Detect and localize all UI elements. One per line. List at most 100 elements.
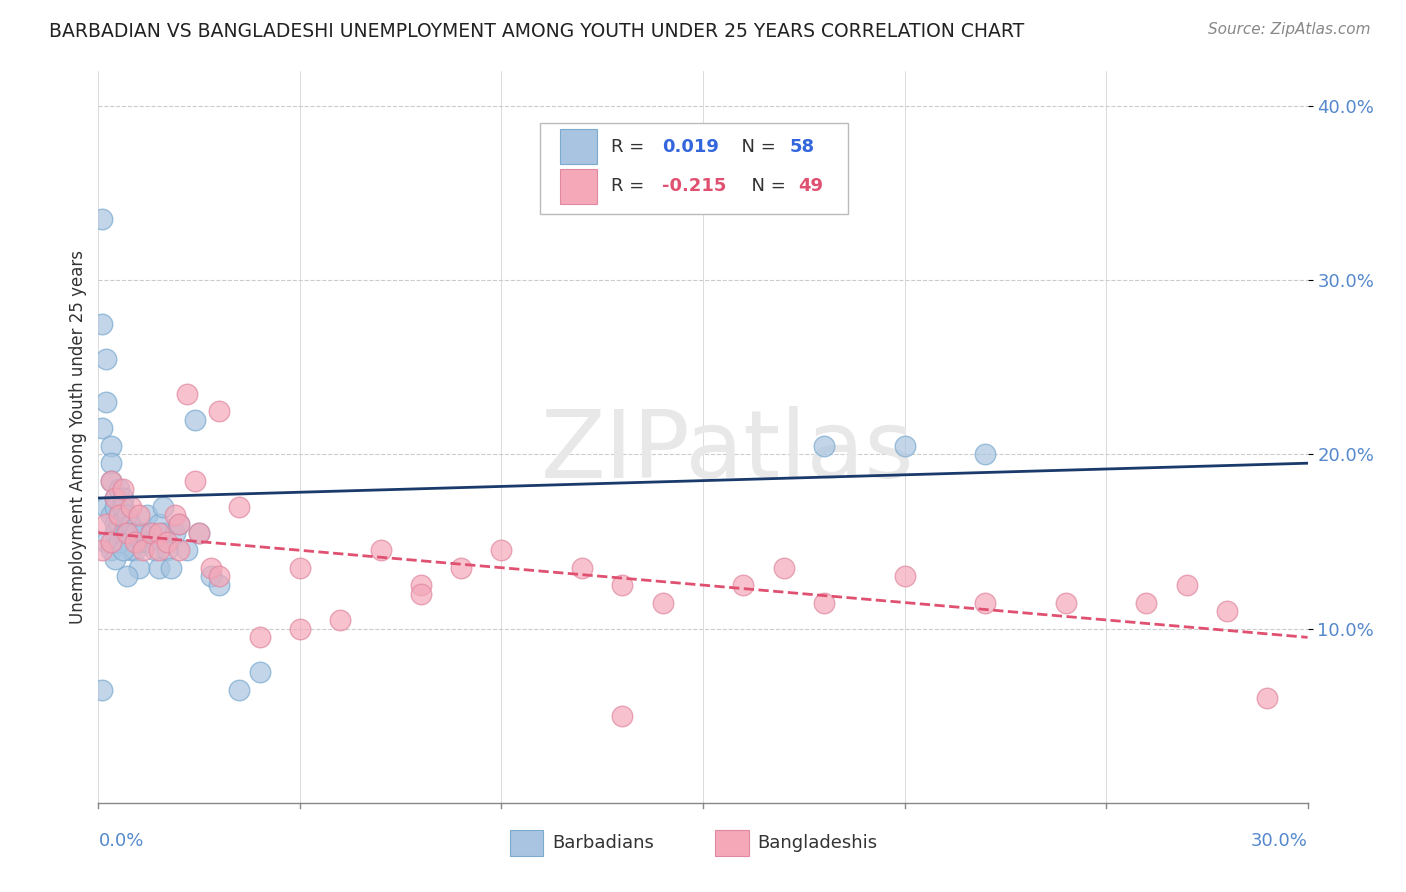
Barbadians <box>100 456 122 470</box>
Bangladeshis <box>208 404 231 418</box>
Bangladeshis <box>115 525 138 540</box>
Barbadians <box>100 474 122 488</box>
Barbadians <box>103 525 125 540</box>
Bangladeshis <box>176 386 198 401</box>
Barbadians <box>124 543 146 558</box>
Barbadians <box>107 517 129 532</box>
Bangladeshis <box>100 534 122 549</box>
Bangladeshis <box>1054 595 1077 609</box>
Barbadians <box>96 351 118 366</box>
Barbadians <box>107 483 129 497</box>
Bangladeshis <box>103 491 125 505</box>
Bangladeshis <box>128 508 150 523</box>
Bangladeshis <box>188 525 211 540</box>
Bangladeshis <box>772 560 794 574</box>
Barbadians <box>188 525 211 540</box>
Text: N =: N = <box>730 137 782 156</box>
Bangladeshis <box>139 525 162 540</box>
Barbadians <box>249 665 271 680</box>
Barbadians <box>91 317 114 331</box>
Bangladeshis <box>974 595 997 609</box>
Bangladeshis <box>167 517 190 532</box>
Barbadians <box>160 560 183 574</box>
Bangladeshis <box>208 569 231 583</box>
Barbadians <box>107 508 129 523</box>
Bangladeshis <box>733 578 755 592</box>
Bangladeshis <box>163 508 186 523</box>
Bar <box>561 169 596 203</box>
Text: -0.215: -0.215 <box>662 178 727 195</box>
Barbadians <box>103 552 125 566</box>
Bangladeshis <box>571 560 593 574</box>
Barbadians <box>124 525 146 540</box>
Barbadians <box>163 525 186 540</box>
Bangladeshis <box>96 517 118 532</box>
Barbadians <box>143 543 166 558</box>
Barbadians <box>100 543 122 558</box>
Text: R =: R = <box>612 178 650 195</box>
Barbadians <box>100 439 122 453</box>
Text: 58: 58 <box>790 137 815 156</box>
Barbadians <box>228 682 250 697</box>
Bangladeshis <box>120 500 142 514</box>
Bangladeshis <box>100 474 122 488</box>
Text: Source: ZipAtlas.com: Source: ZipAtlas.com <box>1208 22 1371 37</box>
Bangladeshis <box>91 543 114 558</box>
Barbadians <box>96 395 118 409</box>
Bangladeshis <box>107 508 129 523</box>
Bangladeshis <box>228 500 250 514</box>
Text: Bangladeshis: Bangladeshis <box>758 834 877 852</box>
Barbadians <box>148 560 170 574</box>
Barbadians <box>115 525 138 540</box>
Bangladeshis <box>167 543 190 558</box>
Barbadians <box>148 517 170 532</box>
Barbadians <box>176 543 198 558</box>
Barbadians <box>111 525 134 540</box>
Text: 30.0%: 30.0% <box>1251 832 1308 850</box>
Bangladeshis <box>409 578 432 592</box>
Bangladeshis <box>1135 595 1157 609</box>
Barbadians <box>200 569 222 583</box>
Bangladeshis <box>813 595 835 609</box>
Bangladeshis <box>132 543 155 558</box>
Text: Barbadians: Barbadians <box>551 834 654 852</box>
Bangladeshis <box>612 578 634 592</box>
Y-axis label: Unemployment Among Youth under 25 years: Unemployment Among Youth under 25 years <box>69 250 87 624</box>
Barbadians <box>111 543 134 558</box>
Bangladeshis <box>450 560 472 574</box>
Barbadians <box>135 534 157 549</box>
Bangladeshis <box>1175 578 1198 592</box>
Barbadians <box>128 560 150 574</box>
Barbadians <box>91 212 114 227</box>
Barbadians <box>103 500 125 514</box>
Bangladeshis <box>249 631 271 645</box>
Barbadians <box>96 500 118 514</box>
Barbadians <box>208 578 231 592</box>
Barbadians <box>103 491 125 505</box>
Bangladeshis <box>124 534 146 549</box>
Text: R =: R = <box>612 137 650 156</box>
Bangladeshis <box>200 560 222 574</box>
Bangladeshis <box>111 483 134 497</box>
Barbadians <box>156 543 179 558</box>
Barbadians <box>103 517 125 532</box>
Bangladeshis <box>288 622 311 636</box>
Barbadians <box>167 517 190 532</box>
Barbadians <box>132 525 155 540</box>
Barbadians <box>107 534 129 549</box>
Bangladeshis <box>156 534 179 549</box>
Bar <box>716 830 749 856</box>
Bangladeshis <box>370 543 392 558</box>
Bangladeshis <box>329 613 352 627</box>
Barbadians <box>91 682 114 697</box>
Barbadians <box>96 534 118 549</box>
Barbadians <box>120 517 142 532</box>
Barbadians <box>974 448 997 462</box>
Bangladeshis <box>612 708 634 723</box>
Barbadians <box>115 508 138 523</box>
Barbadians <box>184 412 207 426</box>
FancyBboxPatch shape <box>540 122 848 214</box>
Bangladeshis <box>1256 691 1278 706</box>
Text: 49: 49 <box>799 178 824 195</box>
Bangladeshis <box>409 587 432 601</box>
